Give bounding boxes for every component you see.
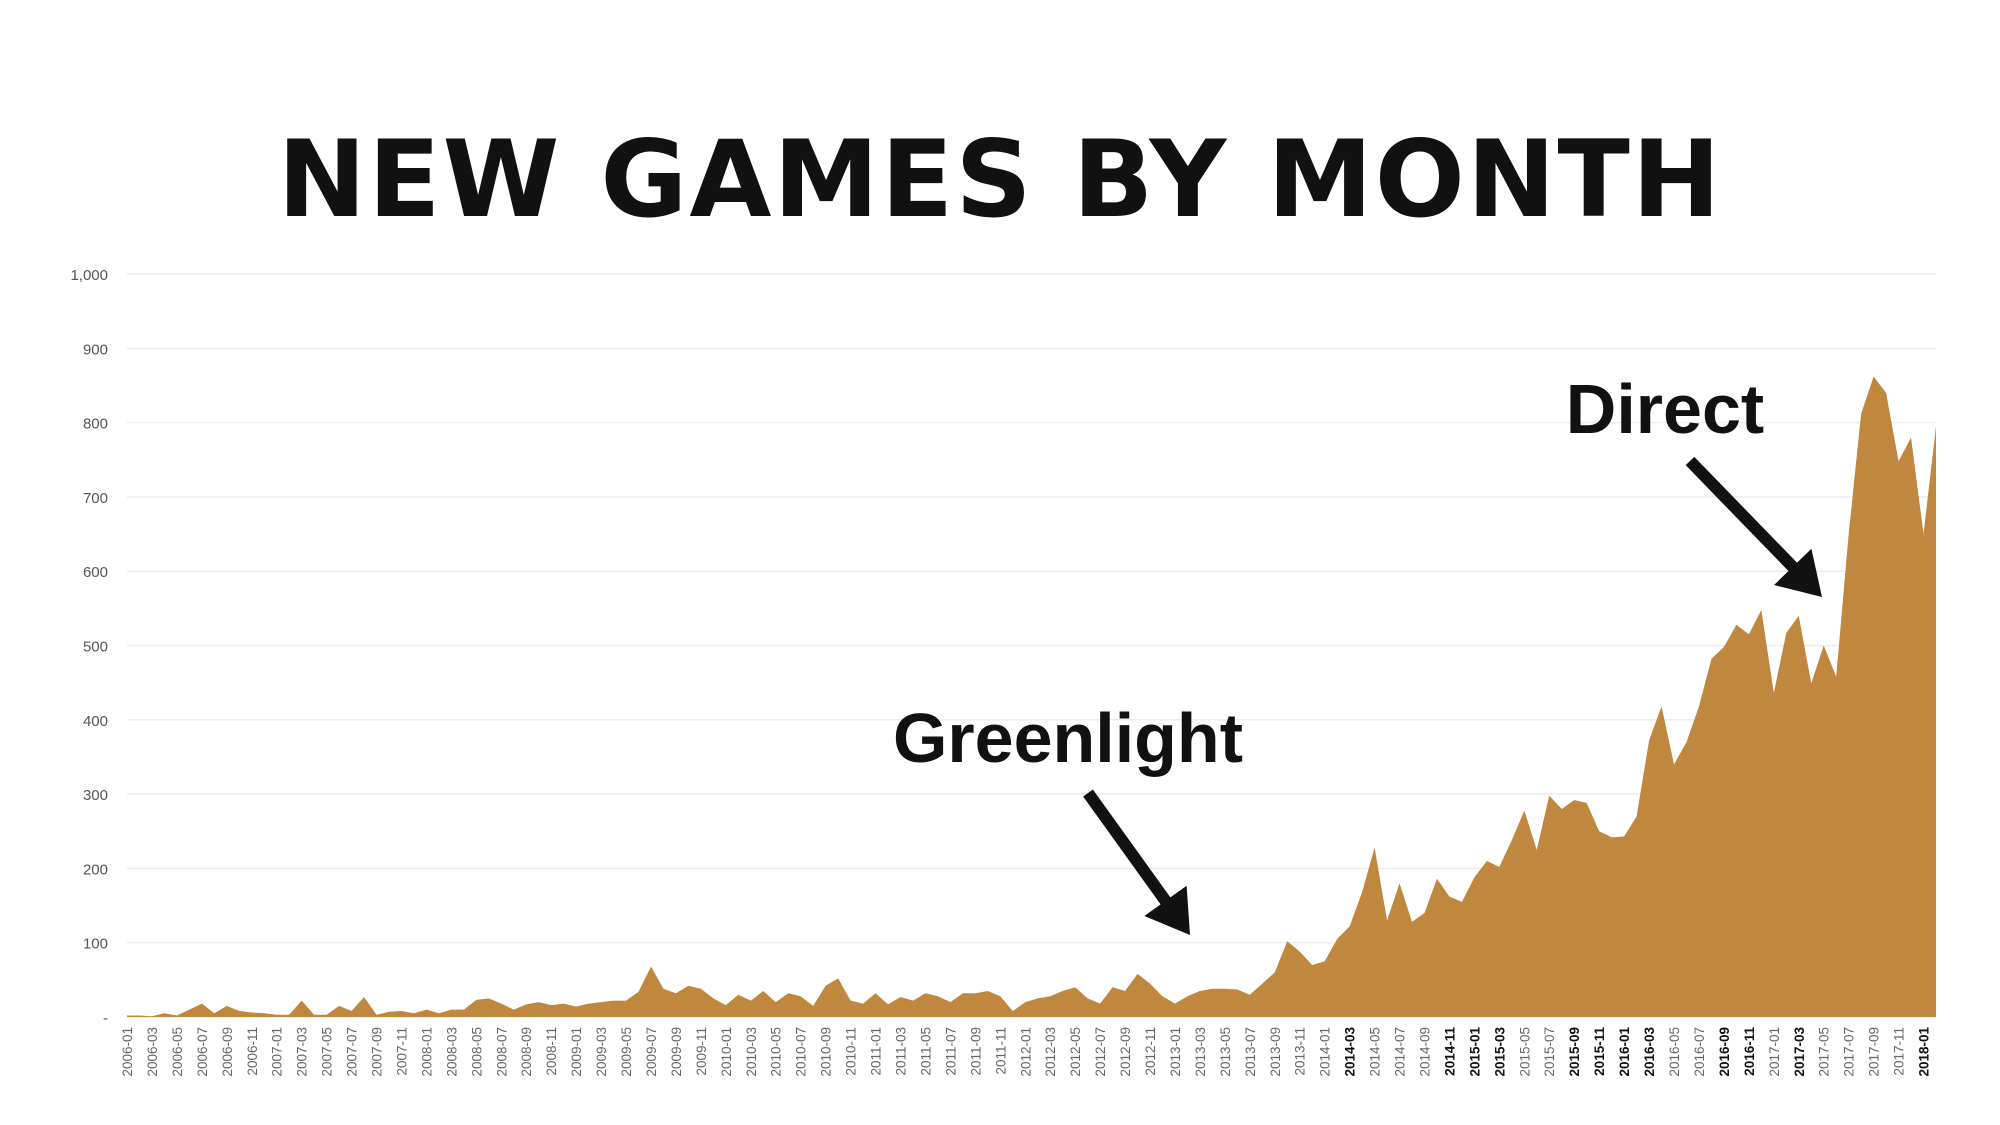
x-tick-label: 2009-09 [669, 1027, 684, 1077]
annotation-arrow-head [1144, 885, 1190, 935]
x-tick-label: 2006-03 [145, 1027, 160, 1077]
x-tick-label: 2015-11 [1592, 1027, 1607, 1076]
x-tick-label: 2012-09 [1118, 1027, 1133, 1077]
x-tick-label: 2016-09 [1717, 1027, 1732, 1077]
x-tick-label: 2008-11 [544, 1027, 559, 1076]
x-tick-label: 2018-01 [1917, 1027, 1932, 1077]
x-tick-label: 2011-05 [918, 1027, 933, 1076]
x-tick-label: 2012-01 [1018, 1027, 1033, 1077]
annotation-arrow-shaft [1685, 456, 1800, 574]
x-tick-label: 2014-07 [1393, 1027, 1408, 1077]
x-tick-label: 2008-09 [519, 1027, 534, 1077]
x-tick-label: 2017-01 [1767, 1027, 1782, 1077]
x-tick-label: 2009-07 [644, 1027, 659, 1077]
x-tick-label: 2017-03 [1792, 1027, 1807, 1077]
x-tick-label: 2010-01 [719, 1027, 734, 1077]
x-tick-label: 2006-05 [170, 1027, 185, 1077]
x-tick-label: 2010-09 [819, 1027, 834, 1077]
x-tick-label: 2015-05 [1517, 1027, 1532, 1077]
x-tick-label: 2008-03 [444, 1027, 459, 1077]
x-tick-label: 2014-09 [1417, 1027, 1432, 1077]
x-tick-label: 2014-01 [1318, 1027, 1333, 1077]
annotation-arrow-shaft [1083, 789, 1173, 908]
x-tick-label: 2013-05 [1218, 1027, 1233, 1077]
y-tick-label: 1,000 [70, 267, 108, 284]
x-tick-label: 2013-11 [1293, 1027, 1308, 1076]
x-tick-label: 2007-09 [370, 1027, 385, 1077]
x-tick-label: 2010-05 [769, 1027, 784, 1077]
x-tick-label: 2012-11 [1143, 1027, 1158, 1076]
x-tick-label: 2008-05 [469, 1027, 484, 1077]
y-tick-label: 200 [83, 861, 108, 878]
x-tick-label: 2017-09 [1867, 1027, 1882, 1077]
x-tick-label: 2006-07 [195, 1027, 210, 1077]
x-tick-label: 2008-07 [494, 1027, 509, 1077]
x-tick-label: 2016-07 [1692, 1027, 1707, 1077]
y-tick-label: 300 [83, 787, 108, 804]
x-tick-label: 2015-03 [1492, 1027, 1507, 1077]
x-tick-label: 2009-01 [569, 1027, 584, 1077]
annotation-greenlight: Greenlight [893, 699, 1243, 777]
x-tick-label: 2014-05 [1368, 1027, 1383, 1077]
x-tick-label: 2016-03 [1642, 1027, 1657, 1077]
y-tick-label: 700 [83, 490, 108, 507]
x-tick-label: 2011-01 [869, 1027, 884, 1076]
x-tick-label: 2011-03 [894, 1027, 909, 1076]
x-tick-label: 2006-09 [220, 1027, 235, 1077]
x-tick-label: 2014-11 [1442, 1027, 1457, 1076]
x-tick-label: 2016-05 [1667, 1027, 1682, 1077]
chart-title: NEW GAMES BY MONTH [277, 118, 1723, 241]
x-tick-label: 2007-05 [320, 1027, 335, 1077]
x-tick-label: 2017-07 [1842, 1027, 1857, 1077]
x-tick-label: 2016-01 [1617, 1027, 1632, 1077]
x-tick-label: 2015-07 [1542, 1027, 1557, 1077]
x-tick-label: 2013-07 [1243, 1027, 1258, 1077]
x-tick-label: 2007-11 [394, 1027, 409, 1076]
x-tick-label: 2010-07 [794, 1027, 809, 1077]
x-tick-label: 2012-03 [1043, 1027, 1058, 1077]
x-tick-label: 2017-05 [1817, 1027, 1832, 1077]
x-tick-label: 2013-01 [1168, 1027, 1183, 1077]
y-tick-label: 400 [83, 713, 108, 730]
x-tick-label: 2006-01 [120, 1027, 135, 1077]
x-tick-label: 2010-11 [844, 1027, 859, 1076]
x-tick-label: 2008-01 [419, 1027, 434, 1077]
y-tick-label: 100 [83, 936, 108, 953]
y-tick-label: 500 [83, 639, 108, 656]
y-tick-label: 600 [83, 564, 108, 581]
x-tick-label: 2016-11 [1742, 1027, 1757, 1076]
x-tick-label: 2007-07 [345, 1027, 360, 1077]
x-tick-label: 2007-03 [295, 1027, 310, 1077]
x-tick-label: 2015-09 [1567, 1027, 1582, 1077]
x-tick-label: 2009-05 [619, 1027, 634, 1077]
y-tick-label: - [103, 1010, 108, 1027]
annotation-arrow-head [1774, 548, 1822, 597]
x-tick-label: 2011-11 [993, 1027, 1008, 1075]
x-tick-label: 2012-05 [1068, 1027, 1083, 1077]
x-tick-label: 2014-03 [1343, 1027, 1358, 1077]
x-tick-label: 2013-03 [1193, 1027, 1208, 1077]
x-tick-label: 2017-11 [1892, 1027, 1907, 1076]
y-tick-label: 800 [83, 416, 108, 433]
y-tick-label: 900 [83, 341, 108, 358]
x-tick-label: 2011-09 [968, 1027, 983, 1076]
x-tick-label: 2012-07 [1093, 1027, 1108, 1077]
x-tick-label: 2007-01 [270, 1027, 285, 1077]
x-tick-label: 2011-07 [943, 1027, 958, 1076]
x-tick-label: 2009-03 [594, 1027, 609, 1077]
x-tick-label: 2015-01 [1467, 1027, 1482, 1077]
x-tick-label: 2006-11 [245, 1027, 260, 1076]
annotation-direct: Direct [1566, 370, 1764, 448]
x-tick-label: 2013-09 [1268, 1027, 1283, 1077]
area-series [127, 376, 1936, 1017]
x-tick-label: 2010-03 [744, 1027, 759, 1077]
x-tick-label: 2009-11 [694, 1027, 709, 1076]
